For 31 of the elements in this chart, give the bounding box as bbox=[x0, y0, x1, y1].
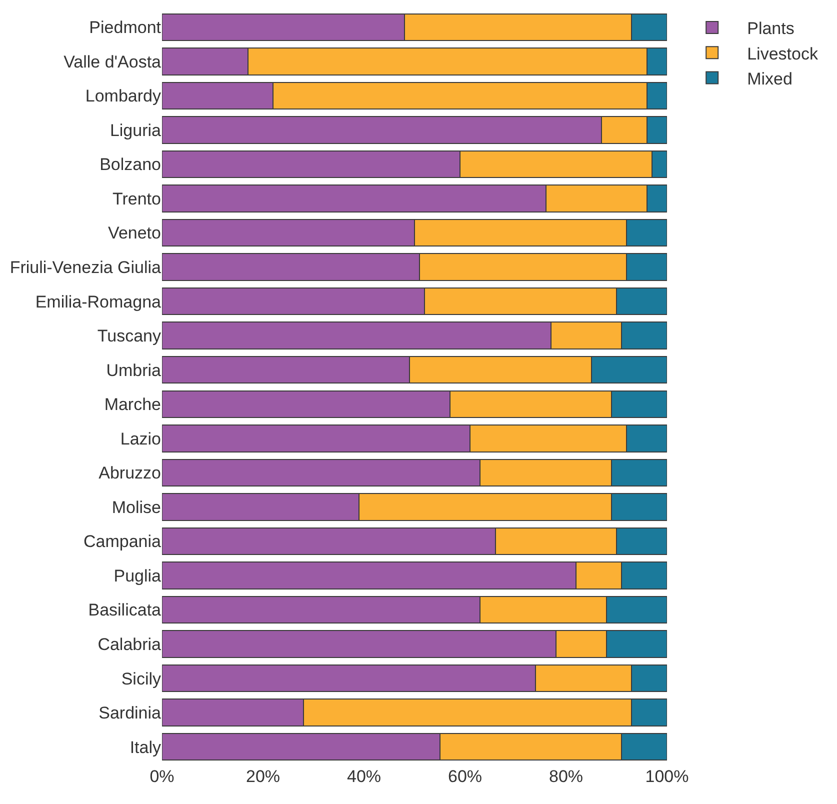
y-tick-label: Umbria bbox=[106, 360, 162, 380]
y-tick-label: Piedmont bbox=[89, 18, 162, 38]
y-tick-label: Lombardy bbox=[85, 86, 162, 106]
y-tick-label: Liguria bbox=[110, 120, 162, 140]
y-tick-label: Puglia bbox=[114, 566, 162, 586]
x-tick-label: 60% bbox=[448, 767, 482, 786]
legend-label: Livestock bbox=[747, 44, 818, 64]
y-tick-label: Sicily bbox=[121, 669, 162, 688]
y-tick-label: Tuscany bbox=[97, 326, 162, 346]
x-tick-label: 40% bbox=[346, 767, 382, 786]
x-tick-label: 20% bbox=[246, 767, 280, 786]
y-tick-label: Lazio bbox=[120, 429, 161, 448]
y-tick-label: Trento bbox=[112, 189, 161, 208]
y-tick-label: Friuli-Venezia Giulia bbox=[10, 258, 162, 277]
y-tick-label: Emilia-Romagna bbox=[35, 292, 162, 312]
y-tick-label: Campania bbox=[84, 532, 162, 552]
y-tick-label: Sardinia bbox=[98, 704, 162, 723]
y-tick-label: Italy bbox=[130, 738, 162, 757]
y-tick-label: Molise bbox=[112, 498, 161, 517]
x-tick-label: 80% bbox=[548, 767, 584, 786]
legend-label: Plants bbox=[747, 19, 794, 38]
y-tick-label: Bolzano bbox=[100, 155, 161, 174]
y-tick-label: Calabria bbox=[98, 635, 162, 654]
x-tick-label: 0% bbox=[150, 767, 174, 786]
x-tick-label: 100% bbox=[645, 767, 689, 786]
y-tick-label: Basilicata bbox=[88, 600, 162, 620]
y-tick-label: Abruzzo bbox=[98, 464, 161, 483]
y-tick-label: Marche bbox=[104, 395, 161, 414]
y-tick-label: Valle d'Aosta bbox=[64, 52, 162, 72]
y-tick-label: Veneto bbox=[108, 224, 161, 243]
legend-label: Mixed bbox=[747, 69, 792, 88]
